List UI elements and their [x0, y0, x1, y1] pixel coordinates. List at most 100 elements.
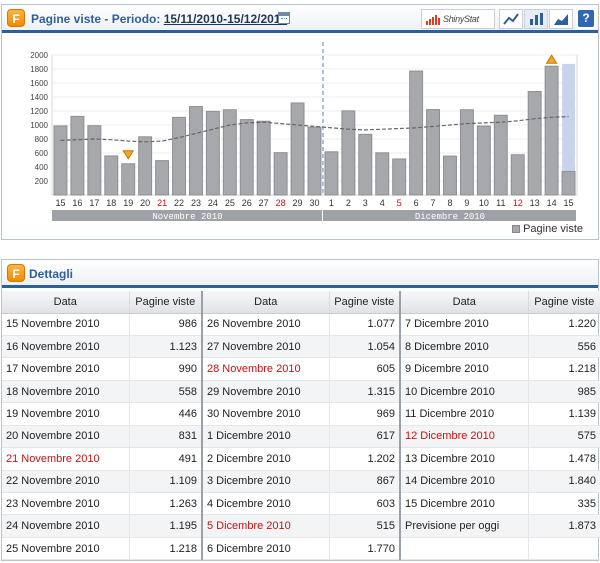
y-tick-label: 1600 — [30, 79, 48, 88]
date-cell: 6 Dicembre 2010 — [201, 537, 329, 561]
legend-swatch — [512, 225, 521, 233]
date-cell: 23 Novembre 2010 — [2, 492, 129, 516]
date-cell: 19 Novembre 2010 — [2, 402, 129, 426]
views-cell: 335 — [527, 492, 600, 516]
line-chart-button[interactable] — [499, 9, 523, 29]
col-header-date: Data — [201, 291, 329, 314]
help-button[interactable]: ? — [576, 9, 596, 29]
area-chart-button[interactable] — [549, 9, 573, 29]
shinystat-button[interactable]: ShinyStat — [421, 9, 495, 29]
bar — [53, 125, 68, 196]
y-tick-label: 600 — [35, 149, 49, 158]
bar — [459, 109, 474, 196]
table-row: 24 Novembre 2010 1.195 5 Dicembre 2010 515 P… — [2, 514, 600, 538]
date-cell: 3 Dicembre 2010 — [201, 470, 329, 494]
bar — [544, 65, 559, 196]
shinystat-label: ShinyStat — [443, 14, 479, 24]
period-link[interactable]: 15/11/2010-15/12/2010 — [163, 12, 288, 26]
chart-panel-header: F Pagine viste - Periodo: 15/11/2010-15/… — [2, 5, 598, 33]
bar — [392, 158, 407, 196]
bar — [561, 171, 576, 196]
x-tick-label: 18 — [106, 198, 116, 208]
page-title: Pagine viste - Periodo: 15/11/2010-15/12… — [31, 12, 287, 26]
x-tick-label: 19 — [123, 198, 133, 208]
date-cell: 25 Novembre 2010 — [2, 537, 129, 561]
date-cell: 12 Dicembre 2010 — [399, 425, 528, 449]
legend-label: Pagine viste — [523, 223, 583, 235]
bar — [443, 155, 457, 196]
x-tick-label: 26 — [242, 198, 252, 208]
bar — [527, 91, 542, 196]
table-row: 21 Novembre 2010 491 2 Dicembre 2010 1.202 1… — [2, 447, 600, 471]
chart-legend: Pagine viste — [512, 223, 583, 235]
x-tick-label: 12 — [513, 198, 523, 208]
app-logo: F — [7, 9, 25, 27]
bar — [426, 109, 441, 196]
x-tick-label: 6 — [414, 198, 419, 208]
date-cell: 8 Dicembre 2010 — [399, 335, 528, 359]
date-cell: 7 Dicembre 2010 — [399, 313, 528, 336]
date-cell: 15 Dicembre 2010 — [399, 492, 528, 516]
bar — [375, 152, 390, 196]
bar — [290, 102, 305, 196]
views-cell: 1.220 — [527, 313, 600, 336]
bar — [256, 120, 271, 196]
y-tick-label: 1800 — [30, 65, 48, 74]
bar — [222, 109, 237, 196]
y-tick-label: 1400 — [30, 93, 48, 102]
bar — [324, 151, 339, 196]
date-cell: 11 Dicembre 2010 — [399, 402, 528, 426]
date-cell: 30 Novembre 2010 — [201, 402, 329, 426]
views-cell: 515 — [328, 514, 400, 538]
bar — [409, 70, 424, 196]
col-header-views: Pagine viste — [128, 291, 202, 314]
bar — [104, 155, 119, 196]
date-cell: 9 Dicembre 2010 — [399, 357, 528, 381]
table-row: 16 Novembre 2010 1.123 27 Novembre 2010 1.0… — [2, 335, 600, 359]
date-cell: 13 Dicembre 2010 — [399, 447, 528, 471]
views-cell: 1.202 — [328, 447, 400, 471]
date-cell: 24 Novembre 2010 — [2, 514, 129, 538]
x-tick-label: 8 — [447, 198, 452, 208]
date-cell: 5 Dicembre 2010 — [201, 514, 329, 538]
x-tick-label: 25 — [225, 198, 235, 208]
shinystat-bars-icon — [426, 15, 440, 25]
views-cell: 1.770 — [328, 537, 400, 561]
bar — [358, 133, 373, 196]
chart-panel: F Pagine viste - Periodo: 15/11/2010-15/… — [1, 4, 599, 240]
date-cell: 2 Dicembre 2010 — [201, 447, 329, 471]
calendar-icon[interactable] — [278, 12, 290, 24]
date-cell: 16 Novembre 2010 — [2, 335, 129, 359]
views-cell: 446 — [128, 402, 202, 426]
bar-chart-button[interactable] — [524, 9, 548, 29]
date-cell: 1 Dicembre 2010 — [201, 425, 329, 449]
date-cell: Previsione per oggi — [399, 514, 528, 538]
x-tick-label: 2 — [346, 198, 351, 208]
month-band — [52, 210, 322, 221]
x-tick-label: 15 — [55, 198, 65, 208]
views-cell: 831 — [128, 425, 202, 449]
x-tick-label: 20 — [140, 198, 150, 208]
y-tick-label: 400 — [35, 163, 49, 172]
views-cell: 1.195 — [128, 514, 202, 538]
min-marker-icon — [122, 150, 135, 160]
bar — [87, 125, 102, 196]
x-tick-label: 23 — [191, 198, 201, 208]
views-cell: 985 — [527, 380, 600, 404]
month-band — [322, 210, 576, 221]
x-tick-label: 14 — [547, 198, 557, 208]
views-cell: 603 — [328, 492, 400, 516]
area-chart-icon — [554, 14, 568, 25]
views-cell: 1.263 — [128, 492, 202, 516]
bar — [155, 160, 170, 196]
bar — [205, 110, 220, 196]
views-cell: 1.873 — [527, 514, 600, 538]
views-cell: 1.840 — [527, 470, 600, 494]
date-cell: 15 Novembre 2010 — [2, 313, 129, 336]
x-tick-label: 16 — [72, 198, 82, 208]
views-cell: 1.054 — [328, 335, 400, 359]
x-tick-label: 15 — [564, 198, 574, 208]
views-cell: 1.109 — [128, 470, 202, 494]
views-cell: 1.139 — [527, 402, 600, 426]
date-cell: 26 Novembre 2010 — [201, 313, 329, 336]
